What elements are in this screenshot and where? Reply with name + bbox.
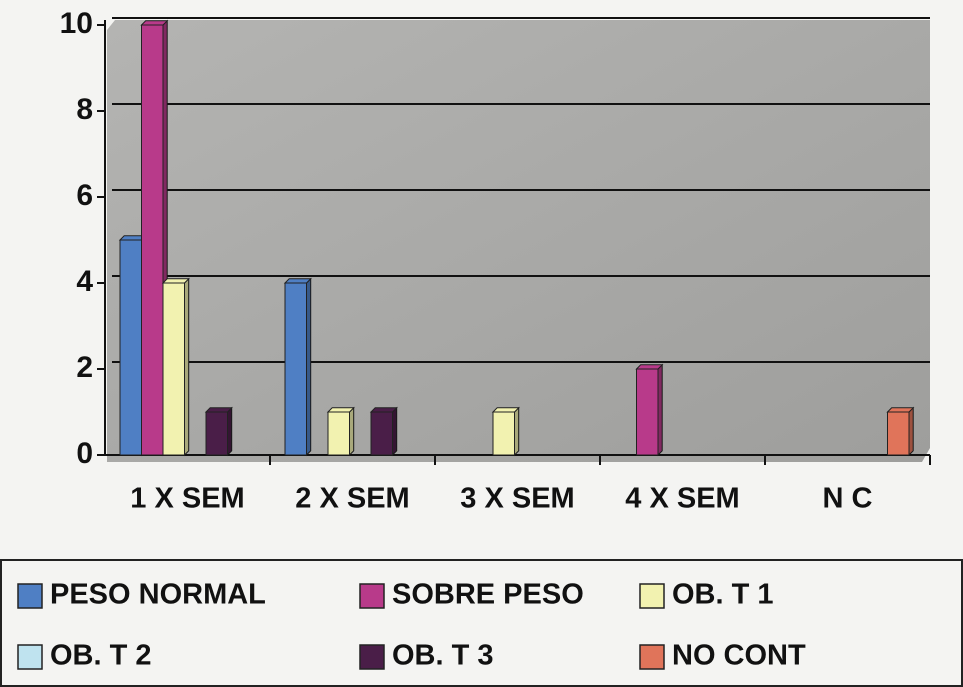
legend-label: OB. T 3 [392,640,494,672]
bar-top [491,407,520,413]
legend-swatch [639,583,665,609]
bar-side [349,406,355,457]
legend-swatch [359,583,385,609]
bar-side [227,406,233,457]
x-tick-label: 1 X SEM [130,483,244,515]
bar [205,411,228,456]
legend-swatch [17,644,43,670]
bar-top [886,407,915,413]
x-tick-label: 4 X SEM [625,483,739,515]
y-tick-label: 4 [76,265,93,298]
y-tick-label: 2 [76,351,93,384]
y-tick-label: 6 [76,179,93,212]
bar [162,282,185,456]
x-tick-label: N C [823,483,873,515]
bar-top [204,407,233,413]
bar [887,411,910,456]
bar-top [326,407,355,413]
bar-side [392,406,398,457]
bar-side [184,277,190,457]
plot-area [107,20,930,462]
x-tick-label: 2 X SEM [295,483,409,515]
legend-label: SOBRE PESO [392,579,584,611]
legend-label: NO CONT [672,640,806,672]
bar-side [657,363,663,457]
bar [492,411,515,456]
bar-top [161,278,190,284]
x-tick-label: 3 X SEM [460,483,574,515]
bar [636,368,659,456]
bar-top [140,20,169,26]
bar-top [283,278,312,284]
y-tick-label: 8 [76,93,93,126]
bar [284,282,307,456]
bar [370,411,393,456]
bar [141,24,164,456]
legend-label: PESO NORMAL [50,579,266,611]
legend-swatch [639,644,665,670]
bar [327,411,350,456]
y-tick-label: 10 [60,7,93,40]
bar [119,239,142,456]
legend-label: OB. T 2 [50,640,152,672]
bar-side [306,277,312,457]
legend-swatch [17,583,43,609]
y-tick-label: 0 [76,437,93,470]
legend-swatch [359,644,385,670]
bar-top [635,364,664,370]
bar-side [514,406,520,457]
legend-box [0,559,963,687]
bar-side [908,406,914,457]
bar-top [369,407,398,413]
legend-label: OB. T 1 [672,579,774,611]
